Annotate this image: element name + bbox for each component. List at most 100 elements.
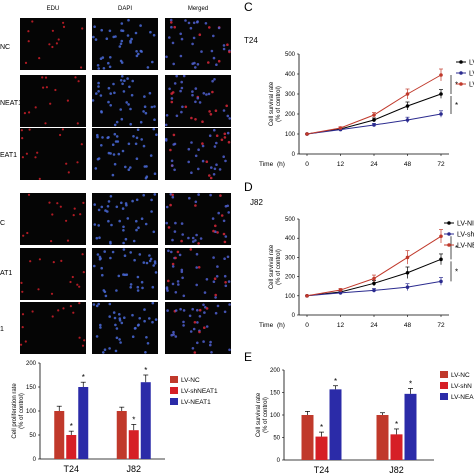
nucleus-dot [214,296,217,299]
nucleus-dot [212,229,215,233]
nucleus-dot [189,26,193,30]
nucleus-dot [198,308,202,312]
sig-star: * [132,415,135,424]
nucleus-dot [76,122,79,125]
bar-bar_neat [140,382,151,459]
nucleus-dot [135,219,138,223]
nucleus-dot [21,137,24,140]
legend-label: LV-sh [457,232,474,239]
nucleus-dot [96,64,100,67]
data-point-sh [405,285,410,289]
nucleus-dot [78,336,81,339]
y-tick-label: 100 [26,409,37,415]
nucleus-dot [212,173,216,176]
nucleus-dot [82,271,85,274]
nucleus-dot [194,66,197,69]
nucleus-dot [176,280,180,283]
nucleus-dot [130,93,134,97]
nucleus-dot [48,201,51,204]
nucleus-dot [222,44,226,47]
nucleus-dot [120,117,124,121]
nucleus-dot [207,92,211,96]
nucleus-dot [190,141,193,144]
nucleus-dot [109,56,112,59]
nucleus-dot [165,205,169,209]
nucleus-dot [137,323,140,327]
nucleus-dot [201,142,204,145]
y-axis-label-line: (% of control) [19,393,25,429]
bar-bar_nc [376,415,389,460]
nucleus-dot [100,110,103,113]
nucleus-dot [103,348,107,351]
nucleus-dot [165,123,168,127]
nucleus-dot [215,141,218,145]
nucleus-dot [181,233,184,236]
nucleus-dot [205,325,209,328]
nucleus-dot [209,343,212,347]
micrograph-tile [165,302,231,354]
nucleus-dot [26,231,29,235]
nucleus-dot [174,335,178,338]
nucleus-dot [67,171,70,174]
nucleus-dot [118,313,121,316]
nucleus-dot [142,261,146,264]
nucleus-dot [110,223,113,227]
nucleus-dot [196,96,200,100]
y-tick-label: 100 [285,132,296,138]
nucleus-dot [197,193,200,196]
nucleus-dot [148,91,152,95]
legend-swatch [170,398,178,405]
x-tick-label: T24 [63,464,79,474]
nucleus-dot [34,106,37,109]
nucleus-dot [98,236,101,239]
micrograph-tile [20,248,86,300]
nucleus-dot [198,33,202,36]
legend-label: LV-NI [457,221,474,228]
nucleus-dot [129,283,133,286]
nucleus-dot [222,47,226,51]
nucleus-dot [135,198,139,202]
nucleus-dot [73,207,76,210]
data-point-neat [372,113,376,117]
nucleus-dot [169,18,173,22]
nucleus-dot [42,86,45,89]
y-tick-label: 200 [270,368,281,374]
nucleus-dot [97,81,100,85]
y-tick-label: 200 [26,361,37,367]
y-axis-label: Cell proliferation rate(% of control) [12,383,25,439]
nucleus-dot [128,85,131,89]
nucleus-dot [131,313,134,317]
nucleus-dot [187,236,190,240]
legend-label: LV-NEAT1 [181,399,211,406]
nucleus-dot [120,201,123,205]
nucleus-dot [108,302,112,306]
nucleus-dot [211,90,214,94]
nucleus-dot [107,219,110,223]
nucleus-dot [152,128,156,131]
nucleus-dot [23,112,26,115]
nucleus-dot [108,29,112,33]
nucleus-dot [117,274,121,278]
legend-swatch [170,387,178,394]
nucleus-dot [228,303,231,306]
nucleus-dot [165,221,168,225]
nucleus-dot [104,209,107,212]
micrograph-dots [20,253,85,295]
y-axis-label-line: Cell survival rate [269,244,275,289]
nucleus-dot [219,194,222,197]
nucleus-dot [153,118,156,121]
nucleus-dot [27,193,31,196]
nucleus-dot [65,219,68,222]
nucleus-dot [142,110,145,113]
nucleus-dot [120,22,124,25]
nucleus-dot [112,82,115,86]
nucleus-dot [57,38,60,41]
bar-bar_sh [390,434,403,460]
nucleus-dot [213,167,217,171]
x-tick-label: 48 [404,161,412,168]
nucleus-dot [57,309,60,312]
micrograph-dots [22,193,85,243]
nucleus-dot [192,21,196,25]
nucleus-dot [123,273,127,277]
bar-bar_nc [54,411,65,459]
